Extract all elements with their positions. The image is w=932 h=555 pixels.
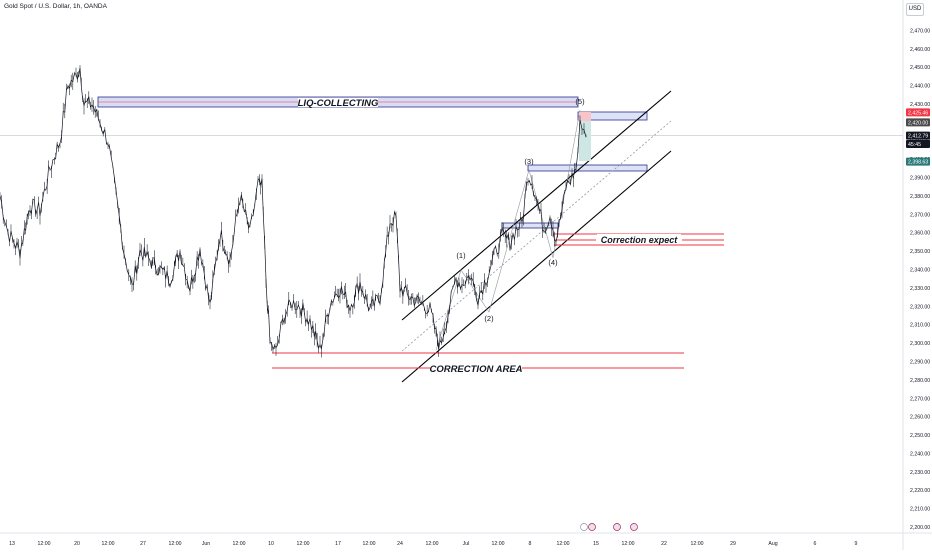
price-scale-label: 45:45 (908, 142, 921, 148)
price-tick-label: 2,460.00 (910, 47, 930, 53)
time-tick-label: 9 (855, 541, 858, 547)
price-tick-label: 2,210.00 (910, 507, 930, 513)
price-tick-label: 2,230.00 (910, 470, 930, 476)
target-box-upper[interactable] (577, 111, 648, 121)
price-tick-label: 2,370.00 (910, 212, 930, 218)
time-tick-label: 12:00 (297, 541, 310, 547)
event-icon-us-flag-3[interactable] (630, 523, 638, 531)
price-series-layer (0, 65, 587, 358)
price-scale-label-bg (906, 118, 930, 127)
time-tick-label: 8 (529, 541, 532, 547)
time-tick-label: 17 (335, 541, 341, 547)
time-tick-label: 12:00 (38, 541, 51, 547)
price-tick-label: 2,450.00 (910, 65, 930, 71)
time-tick-label: 20 (74, 541, 80, 547)
time-tick-label: 12:00 (557, 541, 570, 547)
price-tick-label: 2,430.00 (910, 102, 930, 108)
time-tick-label: 13 (9, 541, 15, 547)
price-tick-label: 2,470.00 (910, 28, 930, 34)
price-tick-label: 2,240.00 (910, 451, 930, 457)
price-scale-label-bg (906, 140, 930, 149)
time-axis: 13 12:00 20 12:00 27 12:00 Jun 12:00 10 12:00 17 12… (0, 532, 932, 547)
price-tick-label: 2,270.00 (910, 396, 930, 402)
price-tick-label: 2,380.00 (910, 194, 930, 200)
time-tick-label: 6 (814, 541, 817, 547)
time-tick-label: Jun (202, 541, 210, 547)
channel-lower-line[interactable] (401, 150, 672, 383)
liq-label-bg (298, 98, 378, 107)
symbol-title[interactable]: Gold Spot / U.S. Dollar, 1h, OANDA (4, 3, 107, 10)
time-tick-label: 12:00 (233, 541, 246, 547)
time-tick-label: Aug (768, 541, 777, 547)
price-tick-label: 2,350.00 (910, 249, 930, 255)
time-tick-label: 27 (140, 541, 146, 547)
price-tick-label: 2,220.00 (910, 488, 930, 494)
time-tick-label: 12:00 (102, 541, 115, 547)
wave-label-2: (2) (484, 314, 494, 323)
time-tick-label: 12:00 (363, 541, 376, 547)
correction-expect-label: Correction expect (601, 235, 679, 245)
time-tick-label: 22 (661, 541, 667, 547)
price-tick-label: 2,300.00 (910, 341, 930, 347)
price-tick-label: 2,320.00 (910, 304, 930, 310)
time-tick-label: 12:00 (492, 541, 505, 547)
wave-label-3: (3) (524, 157, 534, 166)
price-tick-label: 2,310.00 (910, 323, 930, 329)
time-tick-label: Jul (463, 541, 470, 547)
currency-selector[interactable]: USD (906, 3, 924, 16)
channel-upper-line[interactable] (401, 90, 672, 321)
price-tick-label: 2,260.00 (910, 415, 930, 421)
price-tick-label: 2,290.00 (910, 359, 930, 365)
liq-collecting-label: LIQ-COLLECTING (298, 98, 379, 109)
price-axis: 2,470.00 2,460.00 2,450.00 2,440.00 2,430.00… (902, 0, 930, 550)
price-scale-label-bg (906, 131, 930, 140)
correction-area-label: CORRECTION AREA (429, 364, 522, 375)
channel-mid-line (401, 120, 672, 352)
price-tick-label: 2,340.00 (910, 268, 930, 274)
price-scale-label: 2,412.79 (908, 134, 928, 140)
price-tick-label: 2,390.00 (910, 176, 930, 182)
price-tick-label: 2,250.00 (910, 433, 930, 439)
price-tick-label: 2,280.00 (910, 378, 930, 384)
zone-box-wave3[interactable] (527, 164, 648, 172)
price-tick-label: 2,360.00 (910, 231, 930, 237)
position-target-zone[interactable] (579, 121, 591, 161)
wave-label-1: (1) (456, 251, 466, 260)
price-scale-label: 2,398.63 (908, 160, 928, 166)
time-tick-label: 24 (397, 541, 403, 547)
economic-events (580, 523, 638, 531)
drawings: LIQ-COLLECTING CORRECTION AREA Correctio… (97, 90, 724, 383)
event-icon-earnings[interactable] (580, 523, 588, 531)
price-scale-label: 2,420.00 (908, 120, 928, 126)
price-tick-label: 2,440.00 (910, 84, 930, 90)
correction-expect-label-bg (597, 234, 681, 244)
event-icon-us-flag-1[interactable] (588, 523, 596, 531)
time-tick-label: 29 (730, 541, 736, 547)
time-tick-label: 12:00 (622, 541, 635, 547)
price-scale-label: 2,425.46 (908, 110, 928, 116)
price-tick-label: 2,200.00 (910, 525, 930, 531)
time-tick-label: 12:00 (426, 541, 439, 547)
position-stop-zone[interactable] (579, 112, 591, 121)
time-tick-label: 12:00 (169, 541, 182, 547)
price-line (0, 67, 587, 351)
event-icon-us-flag-2[interactable] (613, 523, 621, 531)
wave-label-5: (5) (575, 97, 585, 106)
time-tick-label: 12:00 (691, 541, 704, 547)
wave-label-4: (4) (548, 258, 558, 267)
price-scale-label-bg (906, 157, 930, 166)
price-scale-label-bg (906, 108, 930, 117)
price-tick-label: 2,330.00 (910, 286, 930, 292)
time-tick-label: 10 (268, 541, 274, 547)
time-tick-label: 15 (593, 541, 599, 547)
